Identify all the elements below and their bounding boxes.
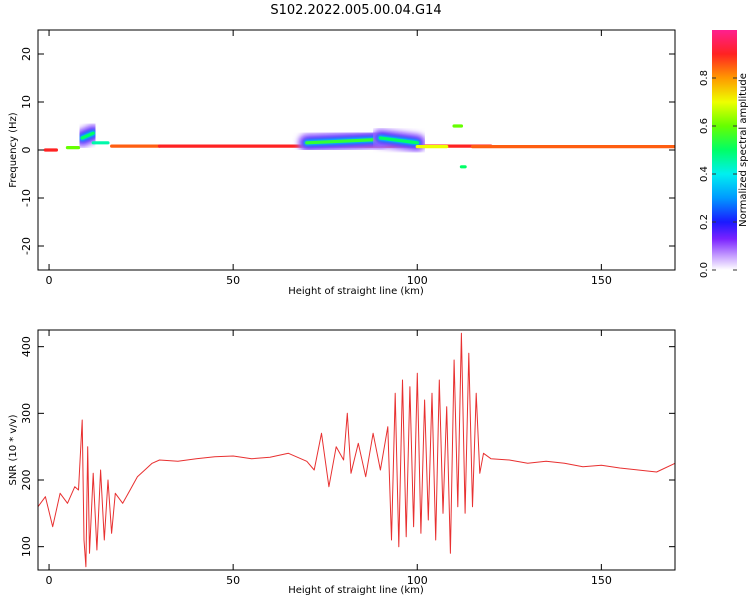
colorbar-tick-label: 0.4 <box>699 166 710 182</box>
snr-y-tick-label: 400 <box>20 336 33 357</box>
snr-panel: 0 50 100 150 100 200 300 400 Height of straigh… <box>8 329 676 596</box>
spectrogram-y-ticks: -20 -10 0 10 20 <box>20 47 675 255</box>
spectrogram-y-tick-label: 0 <box>20 147 33 154</box>
colorbar-gradient <box>712 30 737 270</box>
spectrogram-x-tick-label: 150 <box>591 274 612 287</box>
colorbar-ticks: 0.0 0.2 0.4 0.6 0.8 <box>699 70 737 278</box>
spectrogram-y-tick-label: 20 <box>20 47 33 61</box>
spectrogram-y-tick-label: -20 <box>20 237 33 255</box>
colorbar-tick-label: 0.2 <box>699 214 710 230</box>
snr-frame <box>37 329 676 571</box>
snr-x-tick-label: 50 <box>226 574 240 587</box>
snr-x-tick-label: 0 <box>46 574 53 587</box>
snr-y-ticks: 100 200 300 400 <box>20 336 675 557</box>
spectrogram-ridges <box>38 117 675 176</box>
snr-x-tick-label: 100 <box>407 574 428 587</box>
colorbar: 0.0 0.2 0.4 0.6 0.8 Normalized spectral ampl… <box>699 30 749 278</box>
colorbar-tick-label: 0.8 <box>699 70 710 86</box>
snr-y-tick-label: 200 <box>20 470 33 491</box>
snr-x-ticks: 0 50 100 150 <box>46 330 612 587</box>
spectrogram-x-ticks: 0 50 100 150 <box>46 30 612 287</box>
colorbar-tick-label: 0.6 <box>699 118 710 134</box>
spectrogram-y-label: Frequency (Hz) <box>8 112 19 188</box>
figure-title: S102.2022.005.00.04.G14 <box>270 3 441 18</box>
snr-y-label: SNR (10 * v/v) <box>8 414 19 485</box>
snr-y-tick-label: 100 <box>20 536 33 557</box>
colorbar-label: Normalized spectral amplitude <box>738 73 749 227</box>
snr-x-label: Height of straight line (km) <box>288 585 424 596</box>
snr-series-line <box>38 332 675 568</box>
spectrogram-y-tick-label: -10 <box>20 189 33 207</box>
snr-x-tick-label: 150 <box>591 574 612 587</box>
spectrogram-x-tick-label: 50 <box>226 274 240 287</box>
spectrogram-ridge <box>305 137 383 145</box>
spectrogram-y-tick-label: 10 <box>20 95 33 109</box>
colorbar-tick-label: 0.0 <box>699 262 710 278</box>
spectrogram-x-tick-label: 100 <box>407 274 428 287</box>
snr-y-tick-label: 300 <box>20 403 33 424</box>
spectrogram-panel: 0 50 100 150 -20 -10 0 10 20 Height of straight… <box>8 29 676 297</box>
spectrogram-x-tick-label: 0 <box>46 274 53 287</box>
spectrogram-x-label: Height of straight line (km) <box>288 286 424 297</box>
